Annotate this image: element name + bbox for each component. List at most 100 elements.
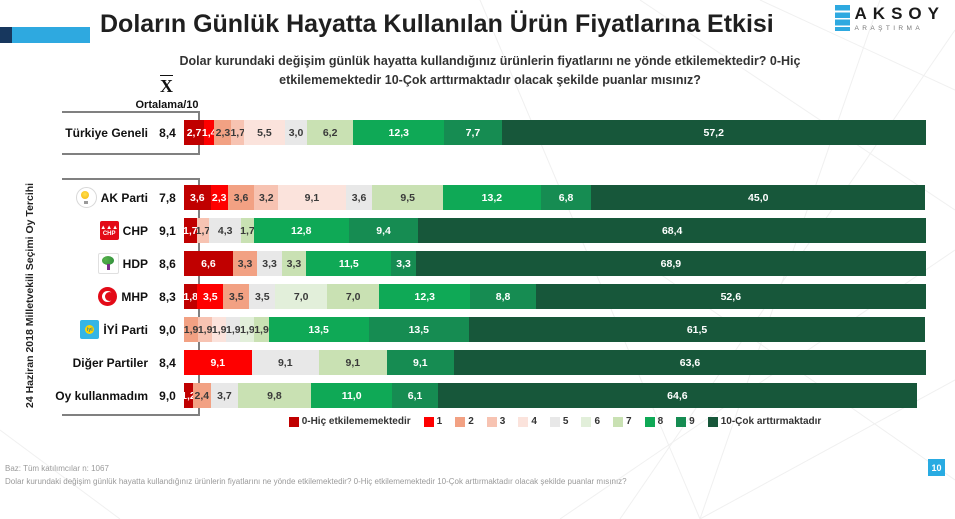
legend-swatch — [676, 416, 687, 427]
legend-item-6: 6 — [581, 416, 600, 427]
bar-segment-score-9: 6,8 — [540, 185, 592, 210]
chart-row: AK Parti 7,8 3,6 2,3 3,6 3,2 9,1 3,6 9,5 13,2 6,8 4… — [62, 185, 926, 210]
legend-item-5: 5 — [549, 416, 568, 427]
bar-segment-score-4: 5,5 — [244, 120, 285, 145]
row-label-cell: AK Parti — [62, 185, 151, 210]
bar-segment-score-5: 3,3 — [257, 251, 282, 276]
bar-segment-score-8: 11,5 — [306, 251, 392, 276]
bar-segment-score-8: 12,8 — [253, 218, 349, 243]
segment-value-label: 1,9 — [240, 323, 255, 336]
segment-value-label: 12,8 — [290, 224, 312, 237]
chart-row: Türkiye Geneli 8,4 2,7 1,4 2,3 1,7 5,5 3,0 6,2 12… — [62, 120, 926, 145]
segment-value-label: 7,0 — [293, 290, 309, 303]
segment-value-label: 9,1 — [412, 356, 428, 369]
chp-logo-icon: ▲▲▲ CHP — [99, 221, 119, 240]
bar-segment-score-7: 7,0 — [327, 284, 380, 309]
legend-label: 0-Hiç etkilememektedir — [301, 416, 411, 427]
bar-segment-score-7: 1,7 — [240, 218, 255, 243]
segment-value-label: 7,0 — [345, 290, 361, 303]
segment-value-label: 4,3 — [217, 224, 233, 237]
legend-item-1: 1 — [423, 416, 442, 427]
bar-segment-score-1: 3,5 — [197, 284, 224, 309]
segment-value-label: 7,7 — [465, 126, 481, 139]
bar-segment-score-9: 13,5 — [368, 317, 469, 342]
bar-segment-score-10: 64,6 — [437, 383, 918, 408]
row-mean-value: 9,0 — [159, 322, 176, 337]
legend-swatch — [644, 416, 655, 427]
segment-value-label: 13,2 — [481, 191, 503, 204]
mean-column-header: Ortalama/10 — [135, 99, 199, 111]
legend-item-3: 3 — [486, 416, 505, 427]
segment-value-label: 3,7 — [217, 389, 232, 402]
bar-segment-score-10: 68,9 — [415, 251, 926, 276]
bar-segment-score-5: 3,5 — [249, 284, 276, 309]
legend-swatch — [455, 416, 466, 427]
bar-segment-score-5: 3,7 — [210, 383, 239, 408]
row-label-cell: HDP — [62, 251, 151, 276]
bar-segment-score-2: 2,3 — [214, 120, 232, 145]
stacked-bar: 3,6 2,3 3,6 3,2 9,1 3,6 9,5 13,2 6,8 45,0 — [184, 185, 926, 210]
segment-value-label: 9,1 — [345, 356, 361, 369]
segment-value-label: 5,5 — [257, 126, 272, 139]
segment-value-label: 52,6 — [720, 290, 742, 303]
bar-segment-score-4: 9,1 — [278, 185, 346, 210]
row-mean-value: 9,0 — [159, 388, 176, 403]
segment-value-label: 6,1 — [407, 389, 423, 402]
bar-segment-score-8: 12,3 — [379, 284, 471, 309]
row-mean-value: 7,8 — [159, 190, 176, 205]
legend-swatch — [288, 416, 299, 427]
segment-value-label: 3,6 — [233, 191, 249, 204]
chart-row: iyi İYİ Parti 9,0 1,9 1,9 1,9 1,9 1,9 1,9 13,5 13,… — [62, 317, 926, 342]
bar-segment-score-7: 9,8 — [238, 383, 311, 408]
stacked-bar: 1,8 3,5 3,5 3,5 7,0 7,0 12,3 8,8 52,6 — [183, 284, 926, 309]
bar-segment-score-7: 9,1 — [319, 350, 387, 375]
bar-segment-score-9: 8,8 — [470, 284, 536, 309]
chart-row: HDP 8,6 6,6 3,3 3,3 3,3 11,5 3,3 68,9 — [62, 251, 926, 276]
segment-value-label: 9,8 — [267, 389, 282, 402]
footer-question: Dolar kurundaki değişim günlük hayatta k… — [5, 477, 627, 486]
row-mean-value: 8,6 — [159, 256, 176, 271]
segment-value-label: 3,5 — [254, 290, 270, 303]
bar-segment-score-8: 11,0 — [310, 383, 393, 408]
bar-segment-score-3: 1,7 — [230, 120, 246, 145]
legend-label: 10-Çok arttırmaktadır — [720, 416, 822, 427]
segment-value-label: 9,4 — [376, 224, 391, 237]
bar-segment-score-7: 1,9 — [254, 317, 269, 342]
legend-item-9: 9 — [676, 416, 695, 427]
base-note: Baz: Tüm katılımcılar n: 1067 — [5, 464, 109, 473]
segment-value-label: 9,1 — [277, 356, 293, 369]
legend-item-2: 2 — [455, 416, 474, 427]
segment-value-label: 63,6 — [679, 356, 701, 369]
segment-value-label: 3,5 — [228, 290, 244, 303]
row-label-cell: ▲▲▲ CHP CHP — [62, 218, 151, 243]
segment-value-label: 1,9 — [197, 323, 213, 336]
bar-segment-score-5: 4,3 — [209, 218, 242, 243]
segment-value-label: 3,5 — [203, 290, 218, 303]
segment-value-label: 3,6 — [190, 191, 205, 204]
row-label-cell: MHP — [62, 284, 151, 309]
aksoy-logo: AKSOY ARAŞTIRMA — [834, 5, 945, 32]
bar-segment-score-5: 3,6 — [345, 185, 373, 210]
segment-value-label: 3,3 — [262, 257, 277, 270]
bar-segment-score-8: 12,3 — [353, 120, 445, 145]
segment-value-label: 3,6 — [351, 191, 367, 204]
row-label: Diğer Partiler — [72, 355, 148, 370]
row-label: MHP — [121, 289, 148, 304]
segment-value-label: 1,7 — [230, 126, 246, 139]
aksoy-logo-subtitle: ARAŞTIRMA — [854, 25, 924, 32]
legend-item-10: 10-Çok arttırmaktadır — [707, 416, 822, 427]
segment-value-label: 9,1 — [304, 191, 320, 204]
bar-segment-score-9: 6,1 — [392, 383, 438, 408]
segment-value-label: 68,9 — [660, 257, 682, 270]
bar-segment-score-9: 3,3 — [391, 251, 416, 276]
legend-swatch — [581, 416, 592, 427]
legend-swatch — [423, 416, 434, 427]
bar-segment-score-9: 9,1 — [386, 350, 455, 375]
segment-value-label: 3,2 — [259, 191, 274, 204]
legend-label: 2 — [468, 416, 474, 427]
row-label: Türkiye Geneli — [65, 125, 148, 140]
legend: 0-Hiç etkilememektedir 1 2 3 4 5 6 7 8 9 10-Çok ar… — [184, 416, 926, 427]
legend-label: 7 — [626, 416, 632, 427]
stacked-bar: 1,2 2,4 3,7 9,8 11,0 6,1 64,6 — [181, 383, 926, 408]
bar-segment-score-0: 1,8 — [183, 284, 198, 309]
